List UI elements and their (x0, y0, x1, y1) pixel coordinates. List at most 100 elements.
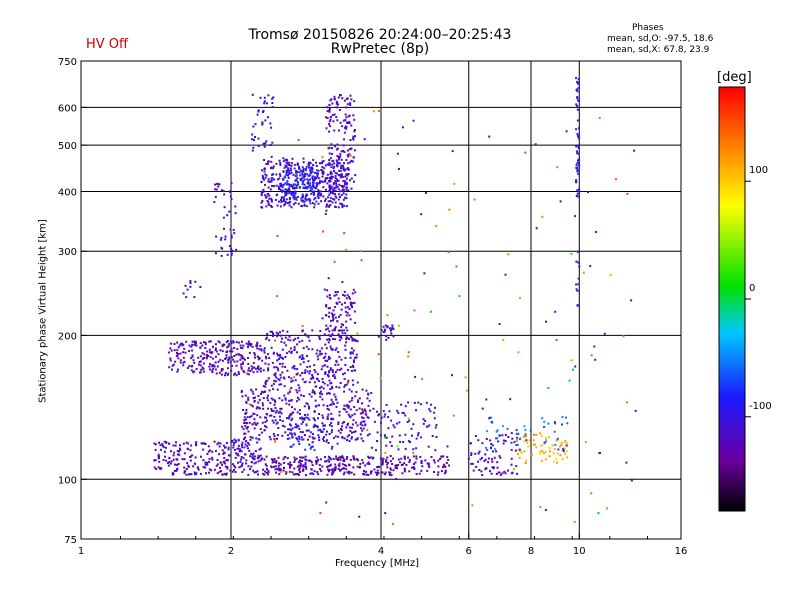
data-point (173, 451, 176, 454)
data-point (321, 180, 324, 183)
data-point (272, 335, 274, 337)
data-point (419, 436, 422, 439)
data-point (361, 408, 364, 411)
data-point (327, 470, 330, 473)
data-point (270, 160, 273, 163)
data-point (477, 452, 480, 455)
data-point (294, 183, 297, 186)
data-point (305, 402, 308, 405)
data-point (317, 197, 320, 199)
data-point (324, 164, 327, 167)
data-point (348, 122, 351, 125)
data-point (343, 458, 346, 461)
data-point (248, 351, 251, 354)
data-point (257, 460, 260, 463)
data-point (301, 469, 304, 472)
data-point (246, 372, 249, 375)
data-point (323, 428, 325, 431)
data-point (318, 436, 320, 439)
data-point (350, 437, 353, 440)
data-point (217, 360, 220, 363)
data-point (296, 171, 299, 173)
data-point (302, 421, 304, 424)
data-point (214, 195, 217, 198)
data-point (366, 429, 369, 432)
data-point (340, 164, 343, 167)
data-point (257, 473, 259, 476)
data-point (334, 177, 337, 180)
data-point (339, 458, 342, 461)
data-point (408, 459, 411, 461)
data-point (413, 309, 416, 312)
data-point (282, 160, 285, 163)
data-point (169, 359, 172, 362)
data-point (339, 169, 342, 172)
data-point (279, 353, 282, 356)
data-point (287, 171, 290, 174)
data-point (504, 440, 507, 442)
data-point (315, 182, 318, 185)
data-point (282, 458, 285, 461)
data-point (308, 198, 311, 201)
data-point (328, 187, 331, 190)
data-point (326, 163, 329, 166)
data-point (253, 458, 256, 461)
data-point (198, 361, 201, 363)
data-point (284, 158, 287, 161)
data-point (247, 373, 250, 376)
data-point (232, 446, 235, 449)
data-point (245, 342, 248, 345)
data-point (269, 122, 272, 125)
data-point (220, 373, 223, 376)
data-point (386, 456, 389, 459)
data-point (333, 129, 336, 132)
data-point (501, 425, 504, 428)
data-point (354, 129, 356, 131)
data-point (249, 344, 252, 347)
data-point (577, 86, 580, 89)
data-point (362, 440, 365, 443)
data-point (335, 164, 338, 166)
data-point (328, 296, 331, 299)
data-point (222, 216, 225, 219)
data-point (291, 427, 294, 430)
data-point (558, 445, 561, 448)
data-point (350, 98, 353, 101)
data-point (599, 452, 601, 454)
data-point (295, 389, 298, 392)
data-point (280, 196, 283, 199)
y-tick-label: 750 (58, 57, 77, 68)
data-point (222, 461, 225, 464)
data-point (541, 215, 544, 218)
data-point (287, 392, 290, 395)
data-point (352, 366, 355, 368)
data-point (343, 390, 346, 393)
data-point (194, 280, 197, 283)
data-point (193, 462, 196, 465)
data-point (345, 457, 348, 460)
data-point (276, 359, 279, 362)
data-point (224, 235, 227, 238)
data-point (285, 198, 288, 201)
data-point (298, 386, 301, 389)
data-point (302, 186, 305, 189)
data-point (328, 205, 331, 208)
data-point (332, 338, 335, 340)
data-point (319, 162, 321, 165)
data-point (331, 371, 334, 373)
data-point (272, 432, 275, 435)
data-point (335, 182, 338, 185)
data-point (311, 376, 314, 379)
data-point (496, 461, 499, 464)
data-point (290, 464, 293, 467)
data-point (255, 470, 257, 473)
data-point (244, 425, 247, 427)
data-point (307, 181, 310, 184)
data-point (286, 189, 289, 192)
data-point (233, 442, 235, 445)
data-point (279, 182, 282, 185)
data-point (221, 463, 224, 466)
data-point (298, 464, 301, 467)
data-point (289, 423, 291, 426)
data-point (247, 346, 249, 349)
